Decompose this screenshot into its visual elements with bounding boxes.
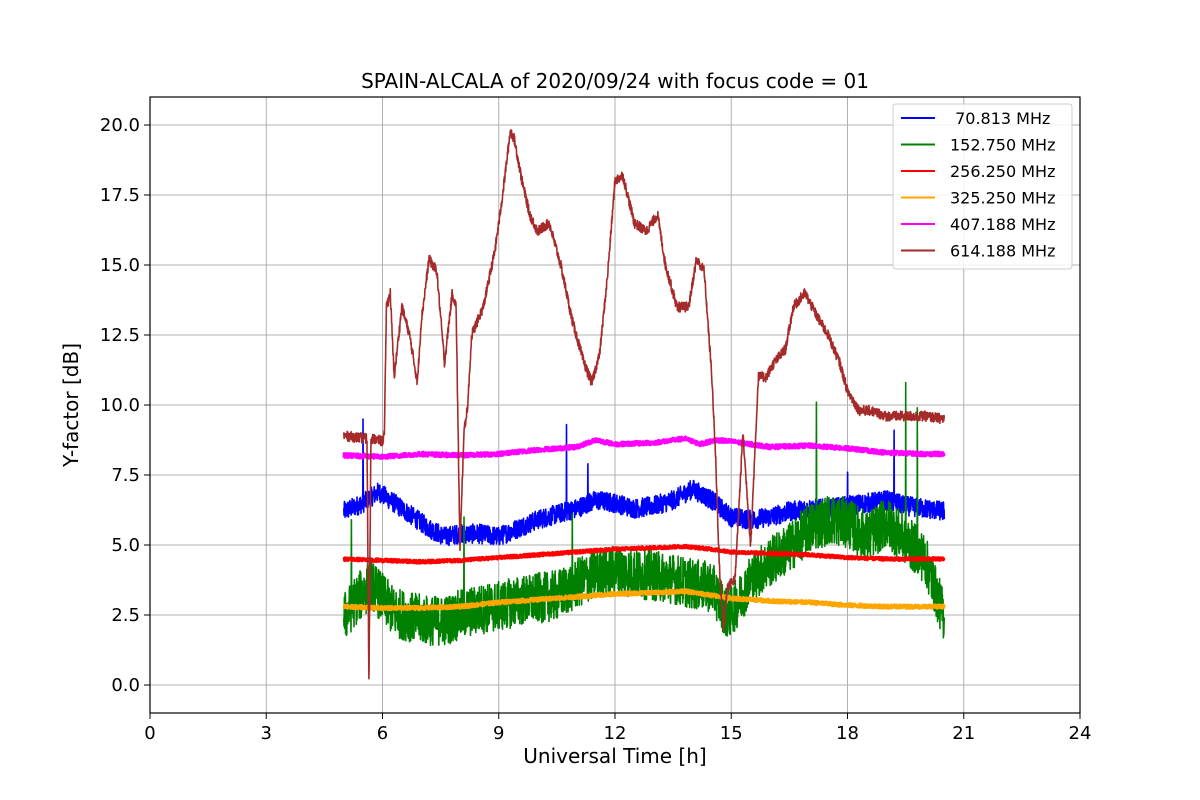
x-axis-label: Universal Time [h] [523,744,706,768]
x-tick-label: 15 [720,723,743,744]
x-tick-label: 21 [952,723,975,744]
legend-entry-0: 70.813 MHz [950,109,1050,128]
x-tick-label: 18 [836,723,859,744]
x-tick-label: 6 [377,723,388,744]
x-tick-label: 0 [144,723,155,744]
legend-entry-5: 614.188 MHz [950,242,1055,261]
y-tick-label: 7.5 [111,465,140,486]
x-tick-label: 24 [1069,723,1092,744]
legend-entry-3: 325.250 MHz [950,189,1055,208]
legend: 70.813 MHz 152.750 MHz 256.250 MHz 325.250 … [892,103,1073,270]
y-tick-label: 15.0 [100,255,140,276]
series-line-3 [342,588,946,612]
y-tick-label: 17.5 [100,185,140,206]
series-line-5 [343,129,946,680]
series-line-2 [342,543,946,565]
legend-entry-4: 407.188 MHz [950,215,1055,234]
y-tick-label: 2.5 [111,605,140,626]
x-tick-label: 9 [493,723,504,744]
legend-entry-2: 256.250 MHz [950,162,1055,181]
y-tick-label: 10.0 [100,395,140,416]
chart-title: SPAIN-ALCALA of 2020/09/24 with focus co… [361,69,869,93]
y-tick-label: 20.0 [100,115,140,136]
series-line-1 [343,381,946,646]
legend-entry-1: 152.750 MHz [950,136,1055,155]
y-tick-label: 5.0 [111,535,140,556]
axis-ticks: 0 3 6 9 12 15 18 21 24 0.0 2.5 5.0 7.5 10.0 12.5 15.0 17… [100,115,1092,744]
x-tick-label: 12 [604,723,627,744]
x-tick-label: 3 [261,723,272,744]
series-lines [342,129,946,680]
y-axis-label: Y-factor [dB] [59,343,83,468]
y-tick-label: 12.5 [100,325,140,346]
legend-box [892,103,1073,270]
series-line-4 [342,435,946,460]
y-tick-label: 0.0 [111,675,140,696]
